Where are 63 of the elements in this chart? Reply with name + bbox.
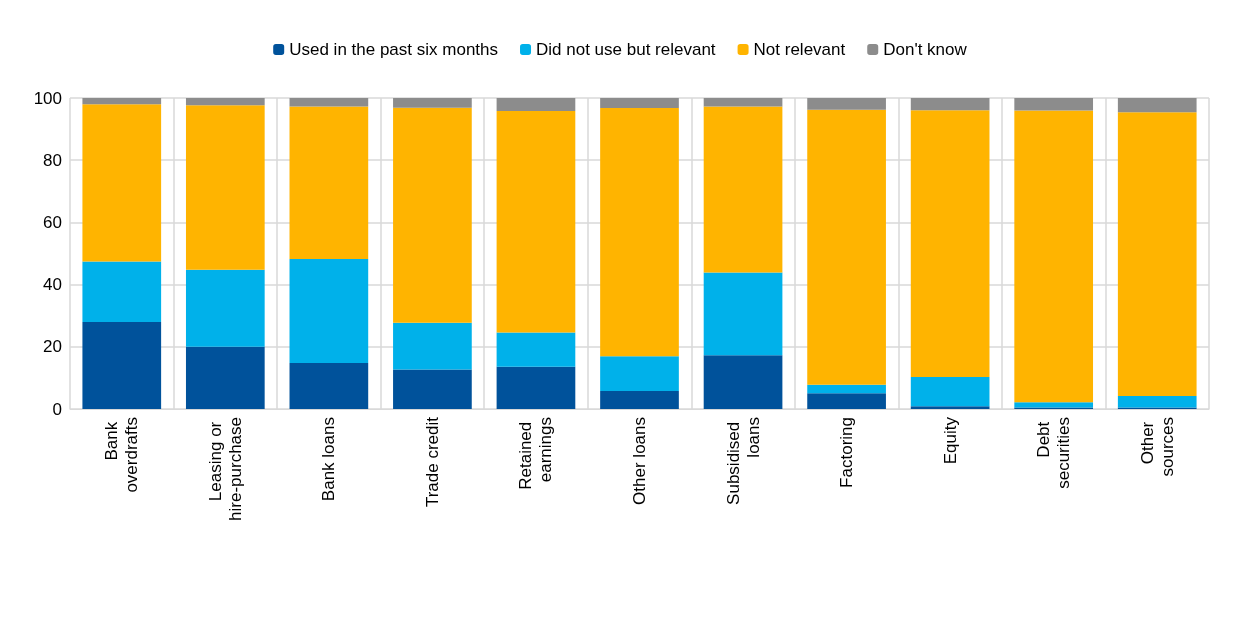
bar (703, 106, 783, 273)
x-tick-label: Bank overdrafts (102, 417, 142, 493)
bar (185, 98, 265, 106)
x-tick-label: Other sources (1137, 417, 1177, 477)
bar (289, 106, 369, 260)
y-tick-label: 60 (43, 212, 62, 232)
bar (1117, 98, 1197, 113)
bar (910, 406, 990, 409)
bar (1014, 110, 1094, 403)
bar (82, 98, 162, 105)
y-tick-label: 100 (33, 88, 62, 108)
bar (807, 384, 886, 394)
bar (600, 98, 679, 108)
bar (600, 356, 679, 391)
bar (807, 98, 886, 110)
bar (496, 366, 576, 409)
x-tick-label: Trade credit (422, 416, 442, 508)
bar (393, 98, 472, 108)
bar (393, 322, 472, 370)
bar (807, 109, 886, 385)
bar (185, 269, 265, 347)
bar (1117, 395, 1197, 408)
bar (910, 376, 990, 407)
bar (82, 261, 162, 322)
bar (496, 98, 576, 112)
bar (1117, 112, 1197, 396)
bar (496, 111, 576, 333)
legend-label: Did not use but relevant (536, 40, 716, 59)
bar (393, 369, 472, 409)
bar (703, 272, 783, 356)
legend-label: Used in the past six months (289, 40, 499, 59)
x-tick-label: Bank loans (319, 417, 339, 502)
legend-label: Don't know (883, 40, 968, 59)
x-tick-label: Retained earnings (516, 417, 556, 490)
bar (1014, 98, 1094, 111)
bar (289, 362, 369, 409)
bar (910, 110, 990, 377)
y-tick-label: 20 (43, 337, 62, 357)
y-tick-label: 40 (43, 275, 62, 295)
bar (703, 355, 783, 409)
bar (185, 346, 265, 409)
legend-label: Not relevant (753, 40, 846, 59)
y-tick-label: 80 (43, 150, 62, 170)
x-tick-label: Equity (940, 416, 960, 465)
bar (1014, 402, 1094, 408)
bar (82, 104, 162, 262)
bar (289, 259, 369, 363)
bar (289, 98, 369, 107)
bar (910, 98, 990, 111)
x-tick-label: Debt securities (1034, 417, 1074, 489)
bar (600, 390, 679, 409)
bar (185, 105, 265, 270)
x-tick-label: Leasing or hire-purchase (205, 417, 245, 521)
bar (82, 321, 162, 409)
bar (600, 107, 679, 357)
x-tick-label: Subsidised loans (723, 417, 763, 505)
bar (807, 393, 886, 409)
bar (393, 107, 472, 323)
bar (496, 332, 576, 367)
y-tick-label: 0 (52, 399, 62, 419)
x-tick-label: Other loans (630, 417, 649, 505)
x-tick-label: Factoring (837, 417, 857, 488)
bar (703, 98, 783, 107)
